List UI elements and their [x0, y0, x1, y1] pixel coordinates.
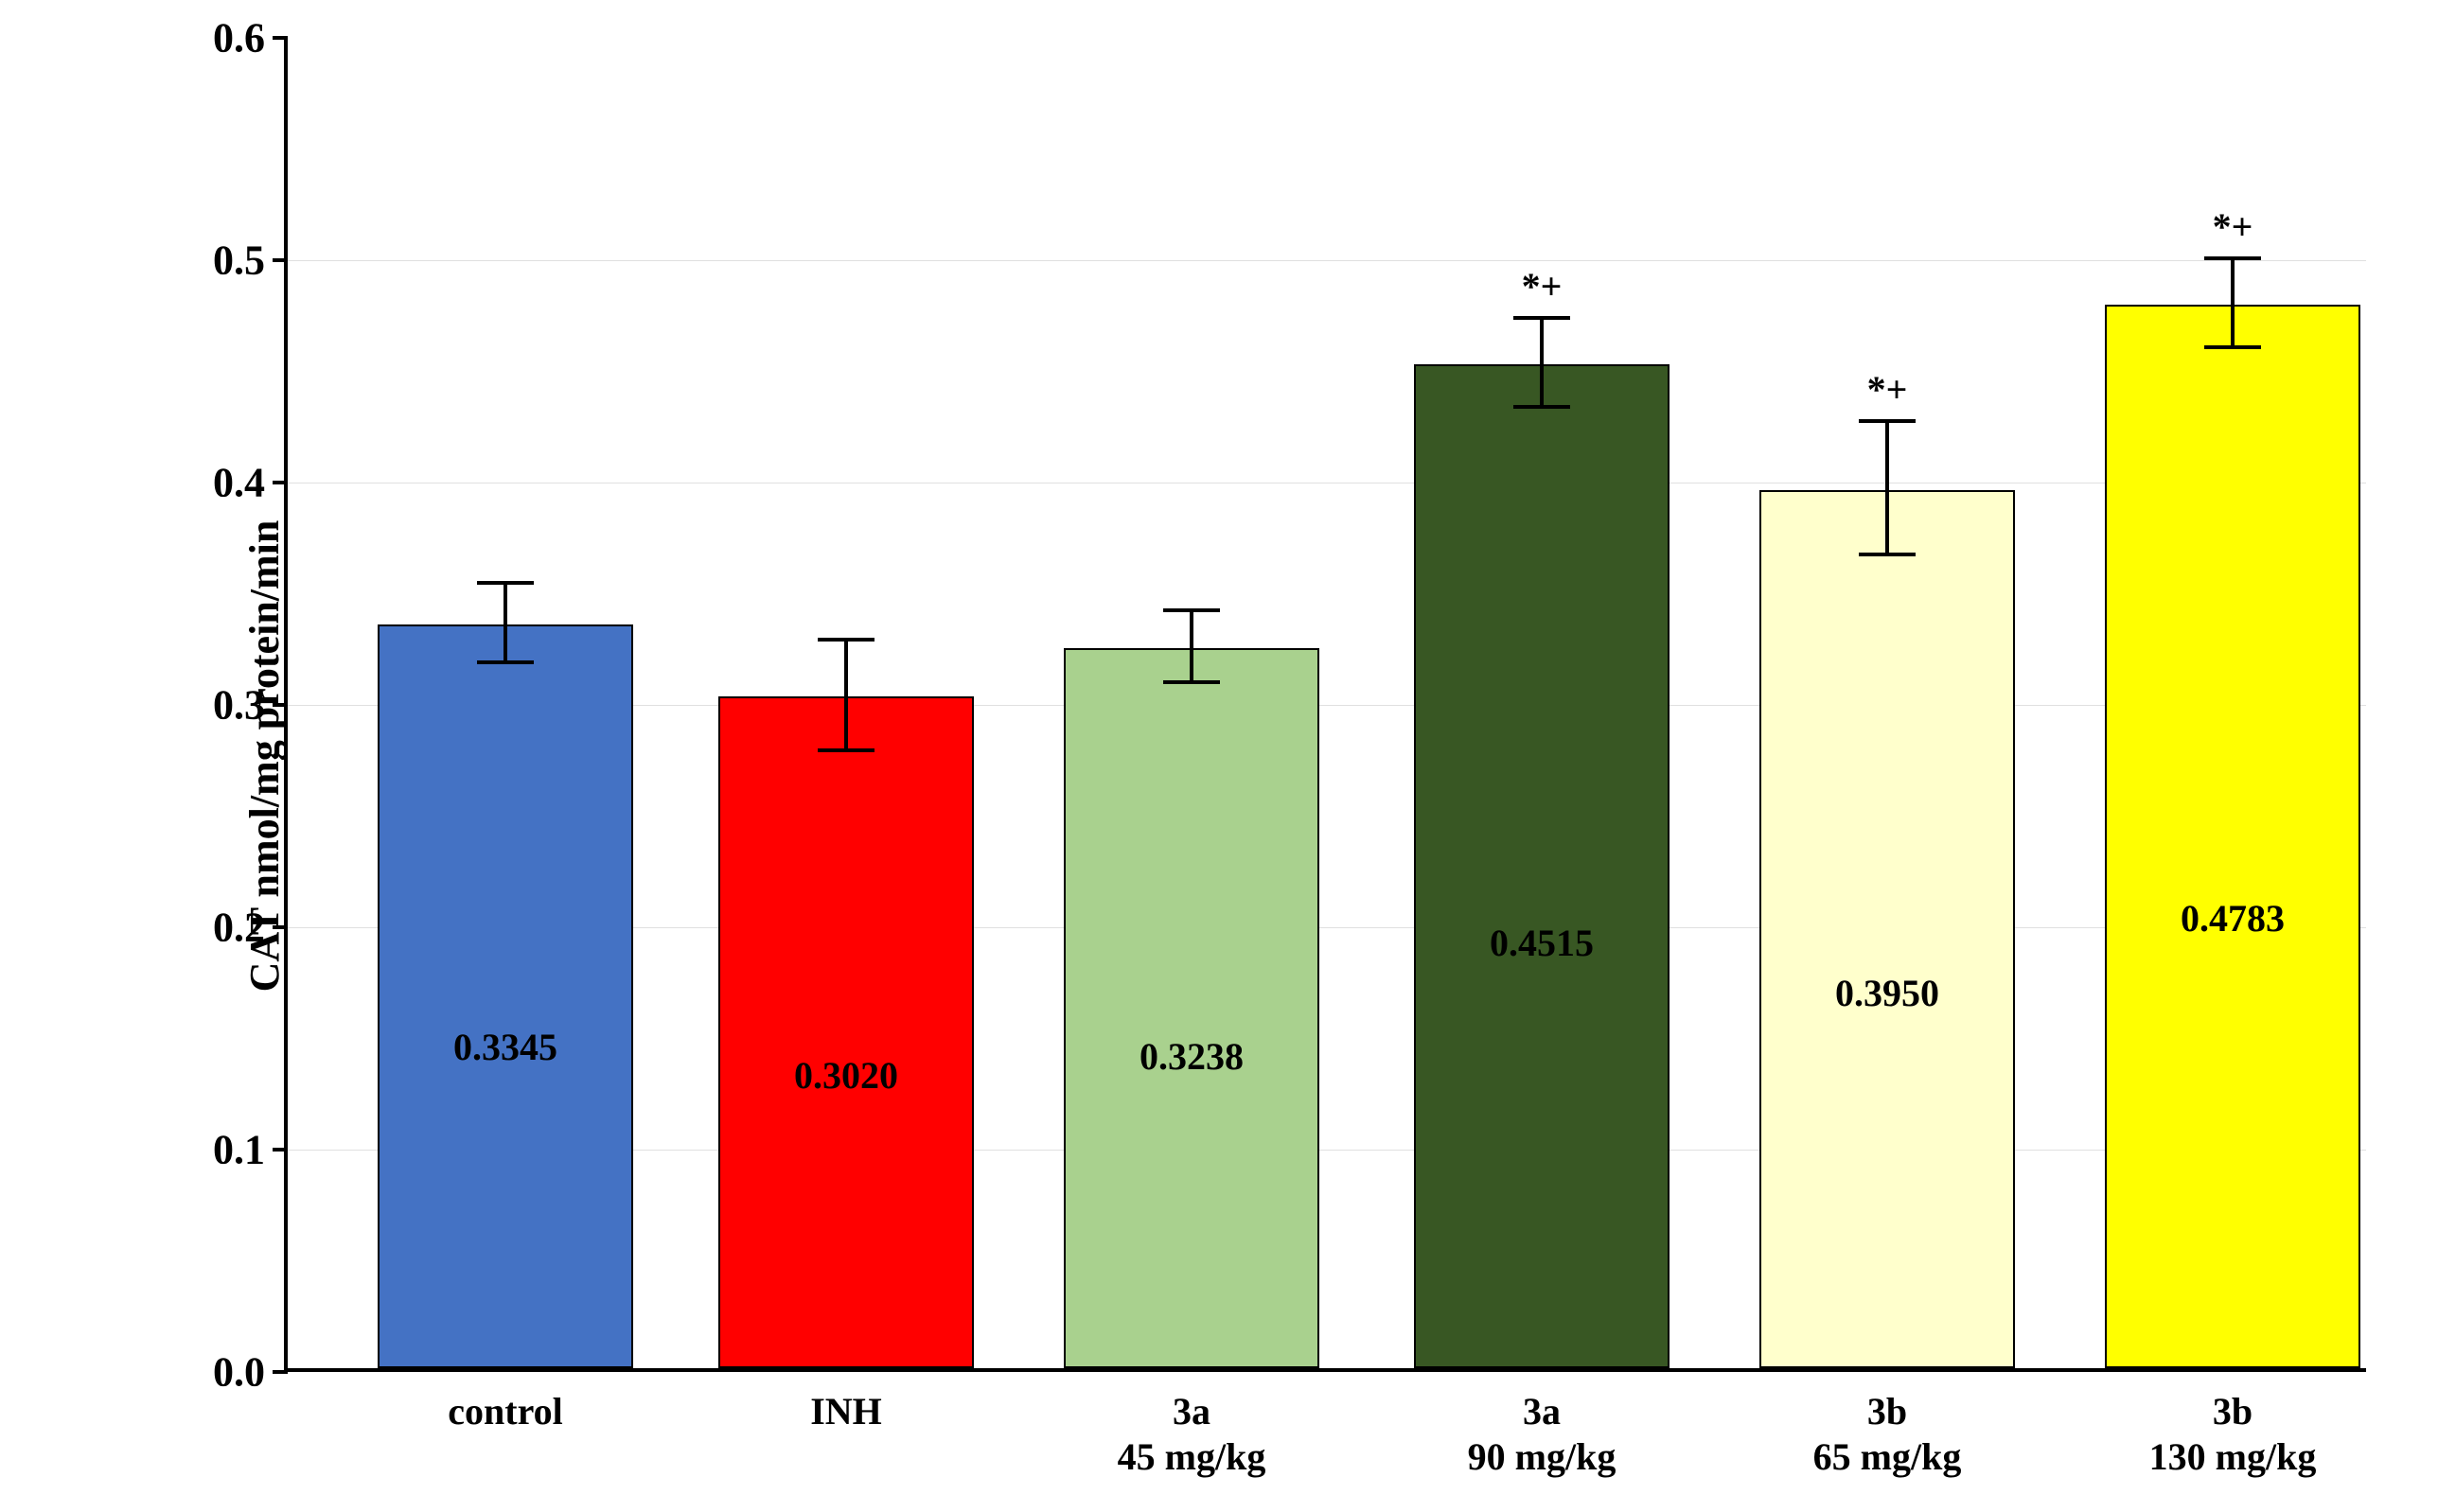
y-tick-label: 0.0 — [213, 1348, 265, 1397]
error-cap — [1513, 316, 1570, 320]
error-cap — [1859, 553, 1916, 556]
y-tick-label: 0.6 — [213, 14, 265, 62]
y-tick — [273, 925, 288, 929]
bar-value-label: 0.3020 — [720, 1053, 972, 1098]
significance-label: *+ — [2107, 204, 2358, 249]
x-category-line1: 3a — [1523, 1390, 1561, 1433]
error-cap — [477, 660, 534, 664]
error-cap — [477, 581, 534, 585]
bar: 0.4783*+ — [2105, 305, 2360, 1368]
bar-value-label: 0.4515 — [1416, 921, 1668, 965]
y-tick — [273, 703, 288, 707]
x-category-line2: 65 mg/kg — [1722, 1434, 2053, 1480]
y-tick — [273, 258, 288, 262]
y-tick-label: 0.2 — [213, 904, 265, 952]
y-tick-label: 0.3 — [213, 681, 265, 730]
y-tick-label: 0.1 — [213, 1126, 265, 1174]
x-category-line1: 3b — [1867, 1390, 1907, 1433]
bar: 0.3020 — [718, 696, 974, 1368]
error-bar — [1885, 421, 1889, 554]
y-tick — [273, 1370, 288, 1374]
x-category-label: INH — [680, 1389, 1012, 1434]
bar-value-label: 0.4783 — [2107, 896, 2358, 941]
bar-value-label: 0.3345 — [380, 1025, 631, 1069]
bar: 0.3950*+ — [1759, 490, 2015, 1368]
y-tick-label: 0.4 — [213, 459, 265, 507]
error-cap — [818, 638, 874, 642]
bar: 0.4515*+ — [1414, 364, 1670, 1368]
error-cap — [1163, 680, 1220, 684]
y-tick-label: 0.5 — [213, 237, 265, 285]
y-tick — [273, 481, 288, 484]
error-bar — [1540, 318, 1544, 407]
x-category-line1: 3b — [2213, 1390, 2252, 1433]
bar-value-label: 0.3238 — [1066, 1034, 1317, 1079]
x-category-line1: control — [448, 1390, 562, 1433]
bar-value-label: 0.3950 — [1761, 971, 2013, 1015]
x-category-label: 3a45 mg/kg — [1026, 1389, 1357, 1480]
error-bar — [1190, 610, 1193, 681]
x-category-line2: 130 mg/kg — [2067, 1434, 2398, 1480]
chart-container: CAT nmol/mg protein/min 0.00.10.20.30.40… — [0, 0, 2438, 1512]
x-category-line2: 45 mg/kg — [1026, 1434, 1357, 1480]
bar: 0.3345 — [378, 624, 633, 1368]
x-category-line1: INH — [810, 1390, 882, 1433]
x-category-line2: 90 mg/kg — [1376, 1434, 1707, 1480]
error-bar — [2231, 258, 2235, 347]
x-category-label: 3b130 mg/kg — [2067, 1389, 2398, 1480]
bar: 0.3238 — [1064, 648, 1319, 1368]
x-category-line1: 3a — [1173, 1390, 1210, 1433]
significance-label: *+ — [1761, 367, 2013, 412]
error-cap — [2204, 256, 2261, 260]
plot-area: 0.00.10.20.30.40.50.60.3345control0.3020… — [284, 38, 2366, 1372]
error-cap — [1513, 405, 1570, 409]
error-cap — [2204, 345, 2261, 349]
significance-label: *+ — [1416, 264, 1668, 308]
error-bar — [504, 583, 507, 663]
error-cap — [1859, 419, 1916, 423]
y-tick — [273, 1148, 288, 1152]
error-cap — [818, 748, 874, 752]
gridline — [288, 260, 2366, 261]
error-cap — [1163, 608, 1220, 612]
x-category-label: 3b65 mg/kg — [1722, 1389, 2053, 1480]
y-tick — [273, 36, 288, 40]
error-bar — [844, 640, 848, 751]
x-category-label: control — [340, 1389, 671, 1434]
x-category-label: 3a90 mg/kg — [1376, 1389, 1707, 1480]
